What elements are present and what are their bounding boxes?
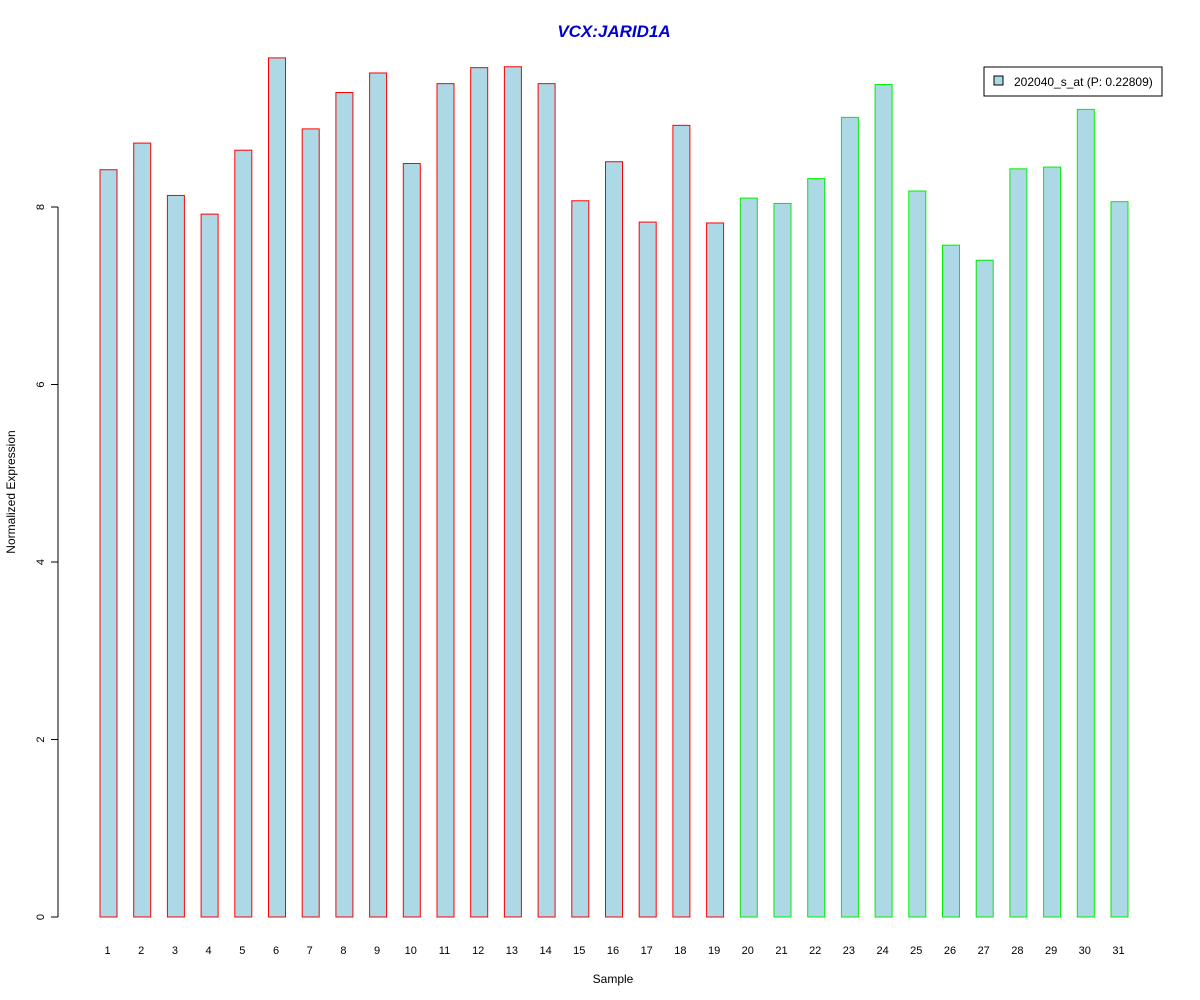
legend-swatch: [993, 75, 1004, 86]
bar-sample-27: [975, 259, 994, 918]
bar-sample-26: [942, 244, 960, 918]
bar-sample-17: [638, 221, 657, 918]
x-tick-label-8: 8: [340, 945, 346, 957]
x-tick-label-5: 5: [239, 945, 245, 957]
bar-sample-18: [672, 124, 691, 918]
x-tick-label-9: 9: [374, 945, 380, 957]
x-tick-label-12: 12: [472, 945, 484, 957]
x-tick-label-27: 27: [978, 945, 990, 957]
bar-sample-10: [402, 163, 421, 918]
bar-sample-5: [234, 149, 253, 918]
bar-sample-2: [133, 142, 152, 918]
bar-sample-23: [840, 116, 859, 918]
x-tick-label-26: 26: [944, 945, 956, 957]
x-tick-label-23: 23: [843, 945, 855, 957]
y-tick-label: 2: [35, 736, 47, 742]
x-tick-label-25: 25: [910, 945, 922, 957]
bar-sample-3: [166, 194, 185, 918]
x-tick-label-17: 17: [641, 945, 653, 957]
x-tick-label-24: 24: [876, 945, 888, 957]
bar-sample-14: [537, 83, 556, 918]
bar-sample-24: [874, 84, 893, 918]
x-tick-label-11: 11: [439, 945, 450, 957]
bar-sample-11: [436, 83, 455, 918]
bars-group: [99, 57, 1129, 918]
x-tick-label-31: 31: [1112, 945, 1124, 957]
bar-sample-29: [1043, 166, 1062, 918]
x-tick-label-21: 21: [775, 945, 787, 957]
bar-sample-13: [503, 66, 522, 918]
bar-sample-25: [908, 190, 927, 918]
legend-label: 202040_s_at (P: 0.22809): [1014, 75, 1153, 89]
x-tick-label-7: 7: [307, 945, 313, 957]
x-tick-label-28: 28: [1011, 945, 1023, 957]
x-tick-label-2: 2: [138, 945, 144, 957]
x-tick-label-22: 22: [809, 945, 821, 957]
x-tick-label-3: 3: [172, 945, 178, 957]
bar-sample-7: [301, 128, 320, 918]
y-tick-label: 6: [35, 381, 47, 387]
x-tick-label-20: 20: [742, 945, 754, 957]
y-tick-label: 8: [35, 204, 47, 210]
x-tick-label-19: 19: [708, 945, 720, 957]
bar-sample-16: [605, 161, 623, 918]
y-tick-label: 4: [35, 559, 47, 565]
x-tick-label-4: 4: [206, 945, 212, 957]
x-axis-title: Sample: [593, 972, 634, 986]
x-tick-label-15: 15: [573, 945, 585, 957]
x-tick-label-30: 30: [1079, 945, 1091, 957]
y-tick-label: 0: [35, 914, 47, 920]
legend-box: [983, 66, 1163, 97]
bar-sample-20: [739, 197, 758, 918]
bar-sample-8: [335, 92, 354, 918]
legend: 202040_s_at (P: 0.22809): [983, 66, 1163, 97]
bar-sample-19: [706, 222, 725, 918]
x-tick-label-13: 13: [506, 945, 518, 957]
x-tick-label-16: 16: [607, 945, 619, 957]
y-axis: 0 2 4 6 8: [35, 204, 59, 920]
chart-title: VCX:JARID1A: [557, 22, 670, 41]
x-tick-label-18: 18: [674, 945, 686, 957]
x-tick-label-6: 6: [273, 945, 279, 957]
bar-sample-21: [773, 202, 792, 918]
bar-sample-9: [369, 72, 388, 918]
bar-sample-30: [1076, 108, 1095, 918]
x-tick-labels: 1 2 3 4 5 6 7 8 9 10 11 12 13 14 15 16 17 18 19 20 21 22 23 24 2…: [104, 945, 1124, 957]
bar-sample-4: [200, 213, 219, 918]
x-tick-label-29: 29: [1045, 945, 1057, 957]
bar-sample-22: [807, 178, 826, 918]
bar-sample-12: [470, 67, 489, 918]
x-tick-label-1: 1: [104, 945, 110, 957]
x-tick-label-14: 14: [539, 945, 551, 957]
bar-sample-1: [99, 169, 118, 918]
y-axis-title: Normalized Expression: [4, 430, 18, 553]
bar-sample-15: [571, 200, 590, 918]
bar-sample-6: [268, 57, 286, 918]
bar-sample-28: [1009, 168, 1028, 918]
bar-sample-31: [1110, 201, 1129, 918]
x-tick-label-10: 10: [405, 945, 417, 957]
